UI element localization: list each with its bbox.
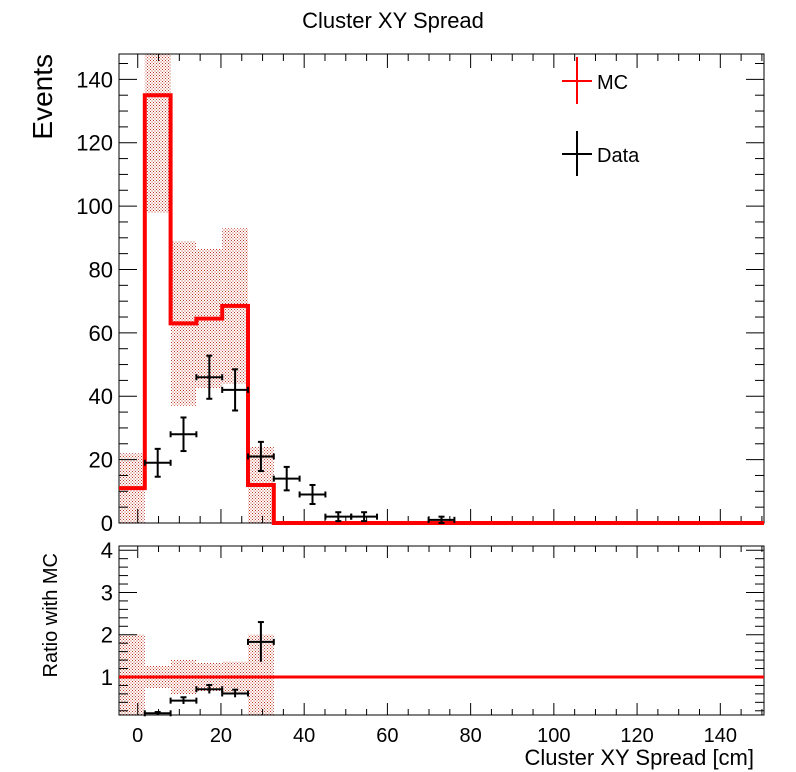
data-point bbox=[169, 416, 198, 453]
legend-data-label: Data bbox=[597, 145, 640, 167]
y-tick-label: 60 bbox=[89, 321, 113, 346]
ratio-panel: 0 20 40 60 80 100 120 140 1 2 3 4 bbox=[101, 538, 765, 747]
data-point bbox=[298, 483, 327, 505]
y-axis-label: Events bbox=[27, 54, 58, 140]
data-point bbox=[324, 511, 353, 523]
x-tick-label: 60 bbox=[376, 725, 398, 747]
data-point bbox=[221, 368, 249, 412]
y-tick-label: 1 bbox=[101, 665, 113, 690]
ratio-point bbox=[247, 621, 275, 662]
y-tick-label: 140 bbox=[76, 67, 113, 92]
y-tick-label: 40 bbox=[89, 384, 113, 409]
x-tick-label: 140 bbox=[704, 725, 737, 747]
chart-title: Cluster XY Spread bbox=[302, 8, 484, 33]
main-histogram-panel: 0 20 40 60 80 100 120 140 bbox=[76, 53, 765, 536]
x-tick-label: 80 bbox=[460, 725, 482, 747]
data-point bbox=[350, 511, 378, 523]
legend-entry-mc: MC bbox=[562, 57, 628, 104]
ratio-y-axis-label: Ratio with MC bbox=[40, 553, 62, 677]
legend-entry-data: Data bbox=[562, 131, 640, 176]
x-tick-label: 20 bbox=[210, 725, 232, 747]
ratio-error-band bbox=[119, 634, 145, 715]
legend-mc-label: MC bbox=[597, 72, 628, 94]
legend: MC Data bbox=[562, 57, 640, 176]
data-point bbox=[427, 515, 456, 524]
ratio-point bbox=[195, 684, 224, 694]
ratio-point bbox=[169, 696, 198, 705]
data-point bbox=[247, 440, 275, 473]
y-tick-label: 4 bbox=[101, 538, 113, 563]
y-tick-label: 20 bbox=[89, 448, 113, 473]
x-tick-label: 40 bbox=[293, 725, 315, 747]
mc-error-band bbox=[144, 54, 171, 213]
plot-frame bbox=[118, 545, 765, 716]
data-point bbox=[143, 447, 172, 478]
x-tick-label: 0 bbox=[132, 725, 143, 747]
data-point bbox=[272, 465, 301, 492]
x-axis-label: Cluster XY Spread [cm] bbox=[525, 745, 754, 770]
y-tick-label: 100 bbox=[76, 194, 113, 219]
ratio-point bbox=[221, 688, 249, 698]
y-tick-label: 80 bbox=[89, 257, 113, 282]
y-tick-label: 120 bbox=[76, 131, 113, 156]
data-point bbox=[195, 354, 224, 400]
ratio-point bbox=[143, 710, 172, 717]
x-tick-label: 120 bbox=[620, 725, 653, 747]
y-tick-label: 3 bbox=[101, 580, 113, 605]
y-tick-label: 2 bbox=[101, 623, 113, 648]
mc-histogram-line bbox=[119, 93, 764, 525]
x-tick-label: 100 bbox=[537, 725, 570, 747]
y-tick-label: 0 bbox=[101, 511, 113, 536]
